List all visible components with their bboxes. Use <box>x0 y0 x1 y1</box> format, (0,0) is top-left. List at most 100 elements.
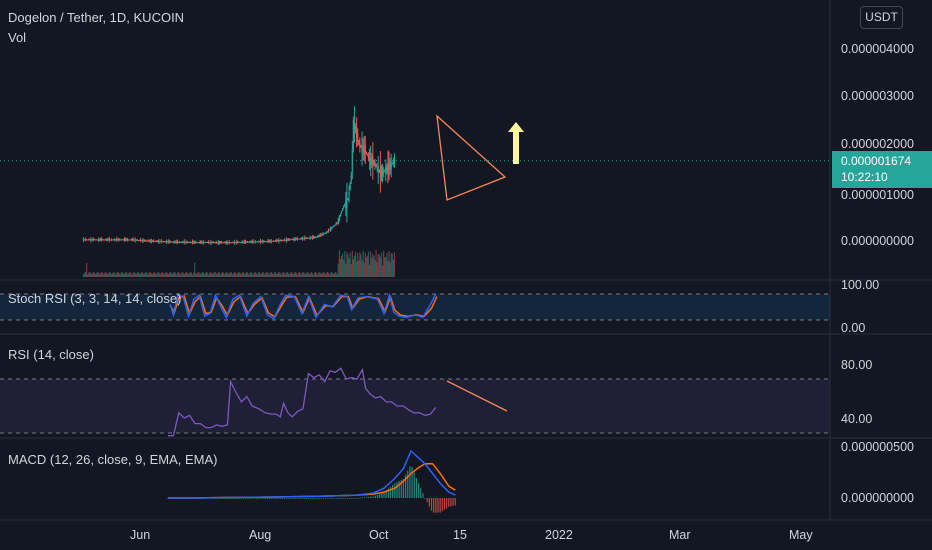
volume-bar <box>383 250 385 277</box>
volume-bar <box>272 274 275 277</box>
price-candle <box>342 208 344 211</box>
macd-histogram-bar <box>437 498 439 513</box>
price-candle <box>237 241 239 243</box>
macd-histogram-bar <box>240 498 243 499</box>
price-tick-label: 0.000001000 <box>841 188 914 202</box>
volume-bar <box>173 272 175 277</box>
rsi-tick-label: 40.00 <box>841 412 873 426</box>
volume-bar <box>322 272 324 277</box>
stoch-tick-label: 0.00 <box>841 321 866 335</box>
price-candle <box>333 225 335 227</box>
macd-histogram-bar <box>413 472 415 498</box>
price-candle <box>305 237 307 239</box>
volume-bar <box>194 263 196 277</box>
volume-bar <box>165 272 168 277</box>
price-candle <box>231 242 234 244</box>
macd-histogram-bar <box>230 498 232 499</box>
price-candle <box>317 235 319 238</box>
price-candle <box>240 242 242 244</box>
volume-bar <box>167 273 169 277</box>
macd-histogram-bar <box>297 498 299 499</box>
volume-bar <box>363 262 365 277</box>
volume-bar <box>117 272 119 277</box>
macd-histogram-bar <box>353 498 355 499</box>
volume-bar <box>102 272 104 277</box>
price-candle <box>369 157 371 162</box>
price-candle <box>290 239 292 241</box>
volume-bar <box>205 272 208 277</box>
volume-bar <box>290 272 292 277</box>
volume-bar <box>370 251 372 277</box>
macd-histogram-bar <box>312 498 314 499</box>
volume-bar <box>317 274 319 277</box>
volume-bar <box>376 262 378 277</box>
price-candle <box>270 240 272 242</box>
volume-bar <box>136 272 138 277</box>
volume-bar <box>151 274 154 277</box>
price-candle <box>336 222 338 224</box>
volume-bar <box>178 273 181 277</box>
symbol-title: Dogelon / Tether, 1D, KUCOIN <box>8 10 185 25</box>
volume-bar <box>303 272 305 277</box>
volume-bar <box>191 274 194 277</box>
price-candle <box>272 240 275 242</box>
macd-histogram-bar <box>316 498 318 499</box>
price-candle <box>175 241 177 243</box>
volume-bar <box>88 272 90 277</box>
price-candle <box>171 241 173 243</box>
volume-bar <box>321 273 323 277</box>
volume-bar <box>239 273 241 277</box>
macd-histogram-bar <box>258 498 260 499</box>
currency-button[interactable]: USDT <box>860 6 903 29</box>
price-candle <box>338 216 340 221</box>
volume-bar <box>123 273 126 277</box>
macd-title: MACD (12, 26, close, 9, EMA, EMA) <box>8 452 218 467</box>
volume-bar <box>324 274 326 277</box>
price-candle <box>291 239 293 241</box>
price-tick-label: 0.000000000 <box>841 234 914 248</box>
price-candle <box>279 240 281 242</box>
macd-histogram-bar <box>405 474 407 498</box>
price-candle <box>303 238 305 240</box>
price-candle <box>246 241 249 243</box>
volume-bar <box>150 273 153 277</box>
price-candle <box>238 242 240 244</box>
price-candle <box>228 241 230 243</box>
volume-bar <box>92 272 94 277</box>
volume-bar <box>391 253 393 277</box>
price-candle <box>225 242 227 244</box>
macd-histogram-bar <box>398 481 400 498</box>
price-candle <box>343 206 345 208</box>
volume-bar <box>364 252 366 277</box>
price-candle <box>194 241 196 243</box>
volume-bar <box>119 274 121 277</box>
volume-bar <box>195 273 197 277</box>
volume-bar <box>254 272 256 277</box>
macd-histogram-bar <box>389 486 392 498</box>
volume-bar <box>154 272 156 277</box>
volume-bar <box>292 274 294 277</box>
macd-histogram-bar <box>247 498 249 499</box>
volume-bar <box>208 274 210 277</box>
volume-bar <box>276 274 278 277</box>
volume-bar <box>374 260 376 277</box>
volume-bar <box>201 272 203 277</box>
price-candle <box>86 239 88 241</box>
volume-bar <box>187 274 189 277</box>
volume-bar <box>316 273 318 277</box>
price-candle <box>352 119 354 149</box>
price-candle <box>309 237 311 239</box>
macd-histogram-bar <box>292 498 294 499</box>
volume-bar <box>351 250 353 277</box>
volume-bar <box>91 274 93 277</box>
price-candle <box>251 241 253 243</box>
price-candle <box>346 196 348 209</box>
price-candle <box>267 240 269 242</box>
volume-bar <box>264 274 266 277</box>
macd-histogram-bar <box>266 498 268 499</box>
price-candle <box>108 238 110 241</box>
price-candle <box>154 240 156 242</box>
macd-histogram-bar <box>340 498 342 499</box>
volume-bar <box>373 255 375 277</box>
volume-bar <box>113 272 115 277</box>
